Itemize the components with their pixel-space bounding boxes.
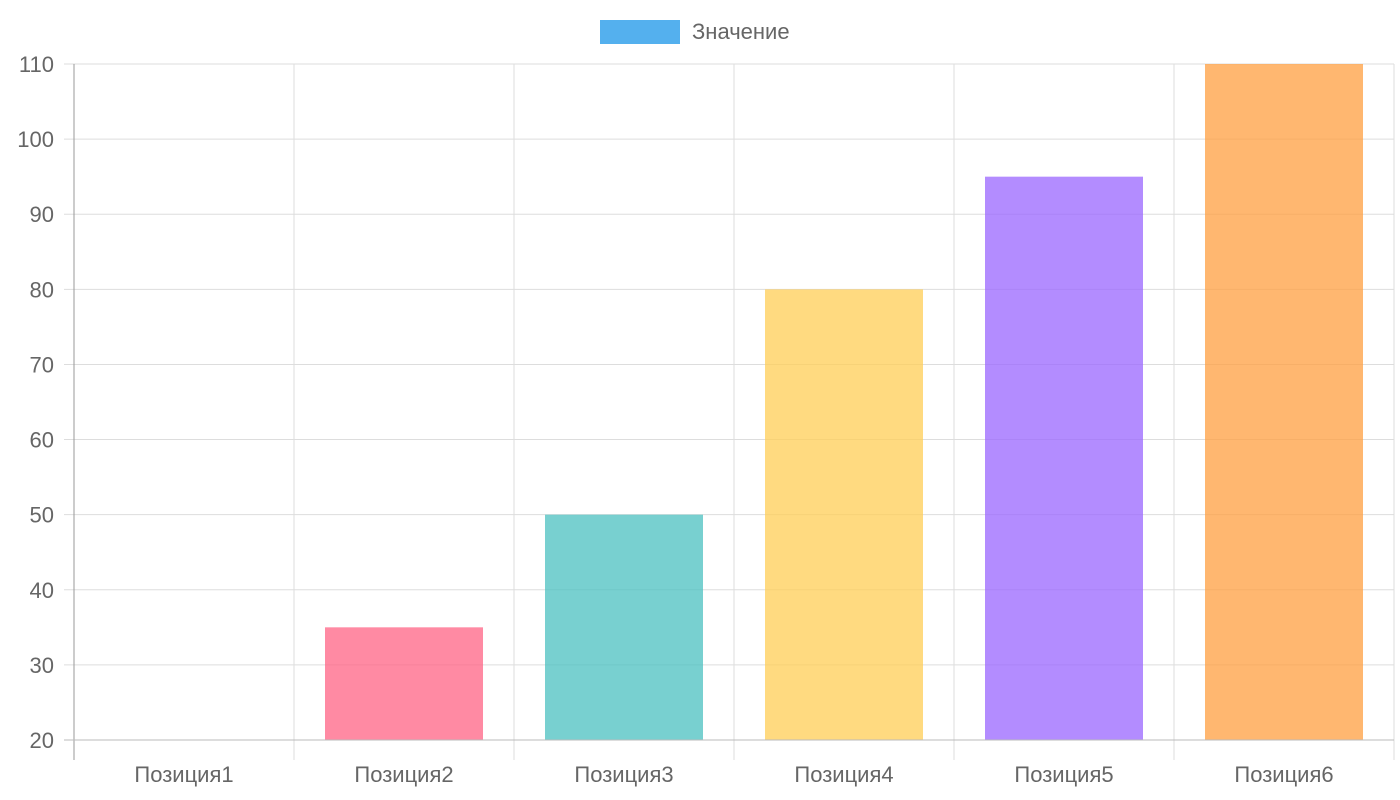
y-tick-label: 50 [30, 503, 54, 528]
bar[interactable] [1205, 64, 1363, 740]
y-tick-label: 20 [30, 728, 54, 753]
bar[interactable] [765, 289, 923, 740]
y-tick-label: 30 [30, 653, 54, 678]
axes [64, 64, 1394, 760]
y-tick-label: 80 [30, 277, 54, 302]
legend-label[interactable]: Значение [692, 19, 790, 44]
legend[interactable]: Значение [600, 19, 790, 44]
y-axis-tick-labels: 20 30 40 50 60 70 80 90 100 110 [17, 52, 54, 753]
x-tick-label: Позиция2 [354, 762, 453, 787]
x-tick-label: Позиция3 [574, 762, 673, 787]
bar[interactable] [985, 176, 1143, 740]
bar[interactable] [545, 514, 703, 740]
bars [325, 64, 1363, 740]
y-tick-label: 40 [30, 578, 54, 603]
y-tick-label: 110 [19, 52, 54, 77]
y-tick-label: 90 [30, 202, 54, 227]
x-axis-tick-labels: Позиция1 Позиция2 Позиция3 Позиция4 Позиция5… [134, 762, 1333, 787]
bar[interactable] [325, 627, 483, 740]
legend-swatch[interactable] [600, 20, 680, 44]
y-tick-label: 60 [30, 428, 54, 453]
grid-lines [64, 63, 1395, 760]
x-tick-label: Позиция5 [1014, 762, 1113, 787]
x-tick-label: Позиция6 [1234, 762, 1333, 787]
y-tick-label: 100 [17, 127, 54, 152]
y-tick-label: 70 [30, 352, 54, 377]
x-tick-label: Позиция4 [794, 762, 893, 787]
x-tick-label: Позиция1 [134, 762, 233, 787]
